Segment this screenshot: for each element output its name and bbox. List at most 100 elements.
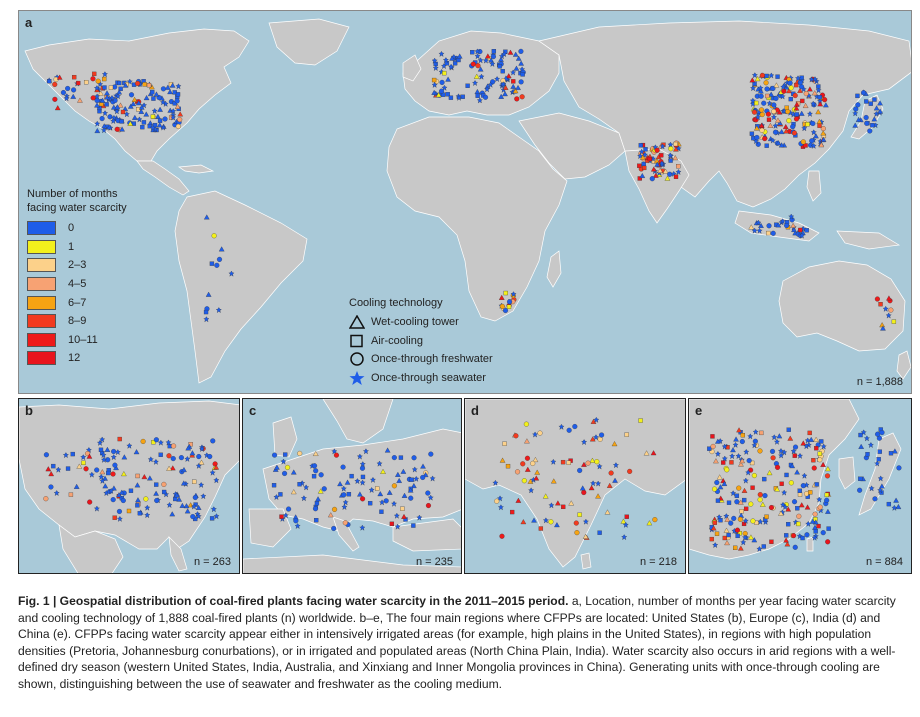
florida-shape xyxy=(168,536,188,572)
plant-marker xyxy=(739,439,745,445)
plant-marker xyxy=(505,73,512,79)
plant-marker xyxy=(513,433,519,439)
plant-marker xyxy=(500,69,505,74)
plant-marker xyxy=(440,63,447,69)
scarcity-legend-label: 6–7 xyxy=(68,296,87,309)
plant-marker xyxy=(476,97,483,104)
plant-marker xyxy=(175,83,182,90)
plant-marker xyxy=(141,120,147,125)
scarcity-swatch xyxy=(27,221,56,236)
scarcity-legend-row: 6–7 xyxy=(27,293,177,312)
plant-marker xyxy=(820,461,826,467)
plant-marker xyxy=(573,520,579,526)
plant-marker xyxy=(71,74,77,80)
plant-marker xyxy=(734,493,740,498)
plant-marker xyxy=(770,230,776,236)
plant-marker xyxy=(791,499,798,505)
plant-marker xyxy=(135,473,140,479)
plant-marker xyxy=(99,97,106,103)
plant-marker xyxy=(737,516,743,522)
plant-marker xyxy=(723,527,730,533)
plant-marker xyxy=(824,473,831,479)
plant-marker xyxy=(195,513,202,520)
plant-markers-b xyxy=(43,436,220,522)
plant-marker xyxy=(153,490,159,496)
plant-marker xyxy=(318,472,324,478)
plant-marker xyxy=(779,481,784,486)
plant-marker xyxy=(606,482,613,488)
plant-marker xyxy=(621,534,628,541)
plant-marker xyxy=(766,223,772,229)
plant-marker xyxy=(783,128,790,134)
plant-marker xyxy=(460,94,465,99)
plant-marker xyxy=(104,94,110,100)
plant-marker xyxy=(817,457,823,463)
taiwan-shape xyxy=(806,536,814,552)
plant-marker xyxy=(290,489,297,495)
plant-marker xyxy=(533,475,540,481)
plant-marker xyxy=(98,447,104,453)
plant-marker xyxy=(48,484,54,490)
plant-marker xyxy=(801,472,808,479)
plant-marker xyxy=(595,480,602,487)
plant-marker xyxy=(420,474,426,481)
plant-marker xyxy=(47,79,52,84)
plant-marker xyxy=(214,262,220,268)
plant-marker xyxy=(438,51,445,57)
plant-marker xyxy=(133,449,140,455)
plant-marker xyxy=(523,421,529,427)
plant-marker xyxy=(872,496,878,502)
plant-marker xyxy=(376,460,383,467)
plant-marker xyxy=(401,492,408,498)
plant-marker xyxy=(184,456,191,462)
plant-marker xyxy=(528,487,535,494)
triangle-outline-icon xyxy=(349,315,365,329)
plant-marker xyxy=(389,521,395,527)
plant-marker xyxy=(778,510,784,516)
plant-marker xyxy=(456,94,463,101)
plant-marker xyxy=(497,504,504,511)
plant-marker xyxy=(146,83,152,88)
plant-marker xyxy=(465,83,470,88)
plant-marker xyxy=(582,518,589,525)
plant-marker xyxy=(798,110,805,116)
plant-marker xyxy=(175,92,181,97)
plant-marker xyxy=(521,478,527,484)
plant-marker xyxy=(642,165,647,171)
plant-marker xyxy=(164,84,171,90)
plant-marker xyxy=(420,463,426,469)
plant-marker xyxy=(742,534,749,541)
plant-marker xyxy=(784,533,789,538)
scarcity-legend-row: 0 xyxy=(27,219,177,238)
plant-marker xyxy=(70,93,77,99)
plant-marker xyxy=(127,120,134,126)
plant-marker xyxy=(714,479,720,486)
plant-marker xyxy=(102,483,109,489)
plant-marker xyxy=(177,111,184,117)
plant-marker xyxy=(167,89,173,95)
plant-marker xyxy=(119,126,125,132)
plant-marker xyxy=(111,448,117,455)
plant-marker xyxy=(749,131,755,136)
plant-marker xyxy=(824,492,830,498)
plant-marker xyxy=(126,442,133,449)
plant-marker xyxy=(160,99,167,106)
plant-marker xyxy=(359,524,366,531)
plant-marker xyxy=(147,123,152,129)
plant-marker xyxy=(489,61,496,67)
plant-marker xyxy=(748,501,754,507)
plant-marker xyxy=(668,158,673,163)
plant-marker xyxy=(654,161,661,167)
plant-marker xyxy=(524,438,530,444)
plant-marker xyxy=(667,171,673,177)
plant-marker xyxy=(515,497,522,503)
plant-marker xyxy=(144,504,151,511)
plant-marker xyxy=(738,461,744,467)
plant-marker xyxy=(787,435,794,441)
plant-marker xyxy=(896,465,902,471)
scarcity-legend-label: 2–3 xyxy=(68,259,87,272)
united-states-map-panel: b n = 263 xyxy=(18,398,240,574)
plant-marker xyxy=(507,299,513,305)
plant-marker xyxy=(396,477,403,483)
plant-marker xyxy=(470,50,475,55)
